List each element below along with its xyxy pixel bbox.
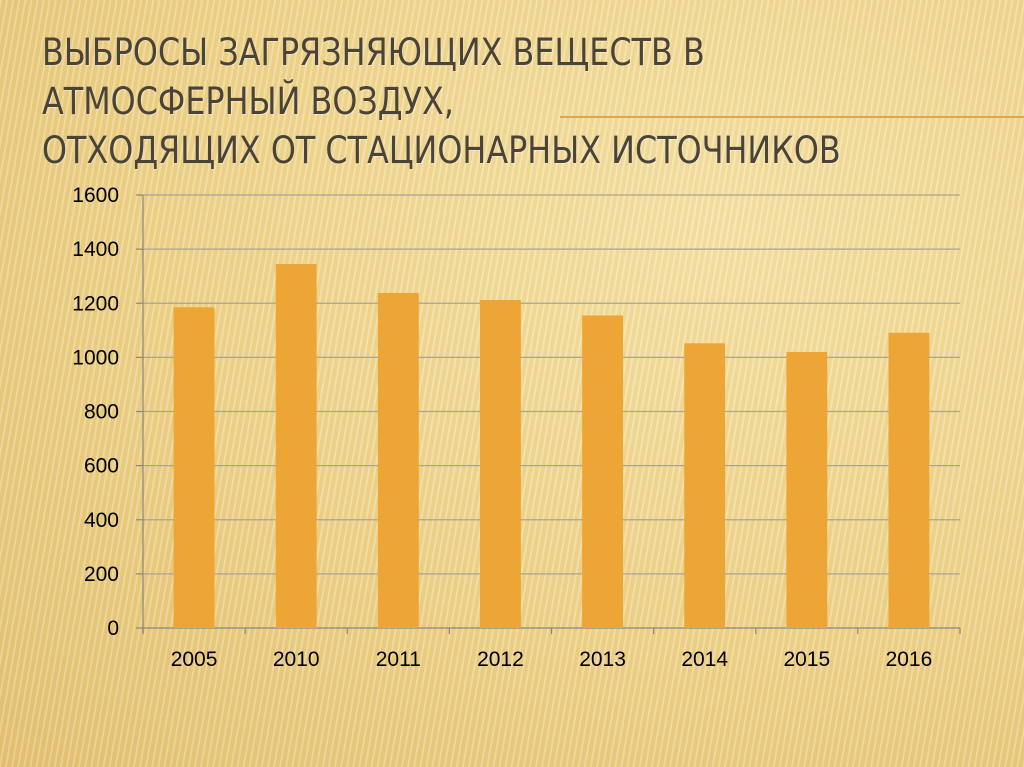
title-line-1: Выбросы загрязняющих веществ в [42,31,705,74]
bar-2014 [684,343,726,628]
x-tick-label: 2011 [376,648,421,671]
title-line-3: отходящих от стационарных источников [42,129,841,172]
x-tick-label: 2010 [273,648,320,671]
x-tick-label: 2005 [171,648,218,671]
y-tick-label: 600 [84,455,119,478]
bar-2013 [582,315,623,628]
title-accent-rule [560,116,1024,118]
bar-2012 [480,300,521,628]
y-tick-label: 1400 [72,238,119,261]
bar-2016 [888,332,930,628]
y-tick-label: 1000 [72,346,119,369]
bar-2010 [275,264,317,628]
x-tick-label: 2013 [579,648,626,671]
slide-title: Выбросы загрязняющих веществ в атмосферн… [42,28,868,175]
x-tick-label: 2014 [681,648,728,671]
x-tick-label: 2016 [886,648,933,671]
y-tick-label: 800 [84,401,119,424]
x-tick-label: 2012 [477,648,524,671]
y-tick-label: 400 [84,509,119,532]
x-tick-label: 2015 [783,648,830,671]
title-line-2: атмосферный воздух, [42,80,454,123]
bar-2015 [786,351,828,628]
y-tick-label: 1200 [72,292,119,315]
y-tick-label: 1600 [72,184,119,207]
bar-2005 [173,307,215,628]
y-tick-label: 0 [107,617,119,640]
y-tick-label: 200 [84,563,119,586]
bar-2011 [377,292,419,628]
